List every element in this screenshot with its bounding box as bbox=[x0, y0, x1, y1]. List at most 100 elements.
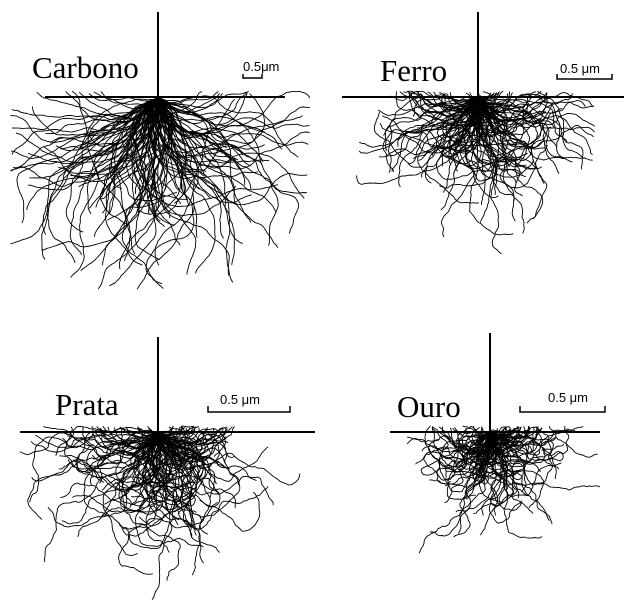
electron-trajectory bbox=[417, 97, 480, 204]
electron-trajectory bbox=[476, 97, 573, 163]
electron-trajectory bbox=[154, 432, 197, 536]
electron-trajectory bbox=[142, 97, 171, 219]
electron-trajectory bbox=[102, 97, 158, 214]
electron-trajectory bbox=[471, 98, 545, 184]
electron-trajectory bbox=[159, 97, 236, 203]
scale-bar bbox=[556, 74, 613, 80]
electron-trajectory bbox=[159, 90, 311, 127]
electron-trajectory bbox=[472, 91, 510, 121]
scale-bar bbox=[242, 74, 263, 79]
electron-trajectory bbox=[10, 97, 160, 171]
electron-trajectory bbox=[439, 97, 493, 189]
electron-trajectory bbox=[158, 432, 208, 535]
electron-trajectory bbox=[478, 97, 584, 170]
electron-trajectory bbox=[472, 97, 555, 128]
electron-trajectory bbox=[156, 427, 224, 450]
electron-trajectory bbox=[489, 425, 557, 456]
electron-trajectory bbox=[156, 432, 220, 495]
electron-trajectory bbox=[136, 432, 184, 501]
electron-trajectory bbox=[115, 97, 159, 261]
electron-trajectory bbox=[383, 97, 478, 136]
electron-trajectory bbox=[158, 93, 221, 108]
electron-trajectory bbox=[481, 432, 506, 516]
electron-trajectory bbox=[155, 432, 179, 498]
electron-trajectory bbox=[158, 427, 226, 462]
electron-trajectory bbox=[100, 97, 159, 200]
electron-trajectory bbox=[15, 97, 160, 164]
electron-trajectory bbox=[487, 432, 532, 445]
panel-label: Ferro bbox=[380, 53, 447, 88]
electron-trajectory bbox=[102, 426, 161, 444]
electron-trajectory bbox=[157, 97, 309, 146]
electron-trajectory bbox=[121, 97, 166, 289]
electron-trajectory bbox=[477, 97, 552, 148]
electron-trajectory bbox=[121, 432, 181, 581]
electron-trajectory bbox=[488, 432, 560, 470]
electron-trajectory bbox=[157, 97, 279, 246]
electron-trajectory bbox=[86, 432, 160, 484]
electron-trajectory bbox=[43, 432, 161, 563]
electron-trajectory bbox=[29, 97, 157, 179]
electron-trajectory bbox=[488, 432, 522, 507]
electron-trajectory bbox=[485, 432, 542, 476]
electron-trajectory bbox=[359, 97, 480, 148]
electron-trajectory bbox=[439, 91, 479, 102]
electron-trajectory bbox=[83, 432, 157, 557]
electron-trajectory bbox=[159, 432, 211, 564]
electron-trajectory bbox=[29, 432, 159, 503]
electron-trajectory bbox=[79, 97, 158, 149]
electron-trajectory bbox=[147, 97, 173, 200]
electron-trajectory bbox=[142, 432, 204, 501]
electron-trajectory bbox=[476, 97, 523, 175]
electron-trajectory bbox=[424, 425, 491, 469]
electron-trajectory bbox=[30, 432, 158, 454]
electron-trajectory bbox=[157, 91, 247, 122]
scale-label: 0.5 μm bbox=[560, 61, 600, 76]
panel-label: Ouro bbox=[397, 389, 461, 424]
panel-label: Prata bbox=[55, 387, 119, 422]
electron-trajectory bbox=[10, 97, 157, 144]
electron-trajectory bbox=[476, 91, 496, 109]
electron-trajectory bbox=[43, 425, 160, 456]
electron-trajectory bbox=[157, 97, 205, 177]
electron-trajectory bbox=[120, 427, 159, 460]
electron-trajectory bbox=[431, 97, 480, 156]
electron-trajectory bbox=[159, 92, 248, 126]
electron-trajectory bbox=[118, 432, 158, 575]
electron-trajectory bbox=[382, 97, 479, 154]
electron-trajectory bbox=[407, 432, 491, 461]
electron-trajectory bbox=[458, 432, 489, 534]
electron-trajectory bbox=[475, 432, 522, 511]
electron-trajectory bbox=[157, 95, 299, 158]
electron-trajectory bbox=[455, 432, 497, 513]
electron-trajectory bbox=[463, 97, 499, 199]
electron-trajectory bbox=[157, 432, 193, 537]
electron-trajectory bbox=[387, 97, 480, 173]
electron-trajectory bbox=[158, 428, 227, 457]
electron-trajectory bbox=[120, 432, 161, 515]
electron-trajectory bbox=[58, 432, 165, 470]
electron-trajectory bbox=[130, 97, 160, 261]
electron-trajectory bbox=[472, 432, 502, 489]
electron-trajectory bbox=[156, 432, 235, 458]
electron-trajectory bbox=[155, 97, 263, 165]
electron-trajectory bbox=[93, 97, 157, 254]
scale-label: 0.5 μm bbox=[220, 392, 260, 407]
electron-trajectory bbox=[377, 96, 480, 116]
electron-trajectory bbox=[47, 432, 160, 528]
electron-trajectory bbox=[412, 97, 486, 159]
electron-trajectory bbox=[157, 432, 241, 530]
electron-trajectory bbox=[157, 97, 216, 274]
electron-trajectory bbox=[100, 432, 199, 518]
electron-trajectory bbox=[155, 426, 195, 450]
electron-trajectory bbox=[157, 97, 234, 283]
electron-trajectory bbox=[159, 97, 252, 223]
electron-trajectory bbox=[12, 97, 157, 169]
electron-trajectory bbox=[27, 97, 157, 191]
electron-trajectory bbox=[356, 97, 483, 185]
electron-trajectory bbox=[491, 432, 534, 514]
electron-trajectory bbox=[159, 432, 269, 482]
electron-trajectory bbox=[479, 97, 538, 161]
electron-trajectory bbox=[487, 432, 565, 486]
